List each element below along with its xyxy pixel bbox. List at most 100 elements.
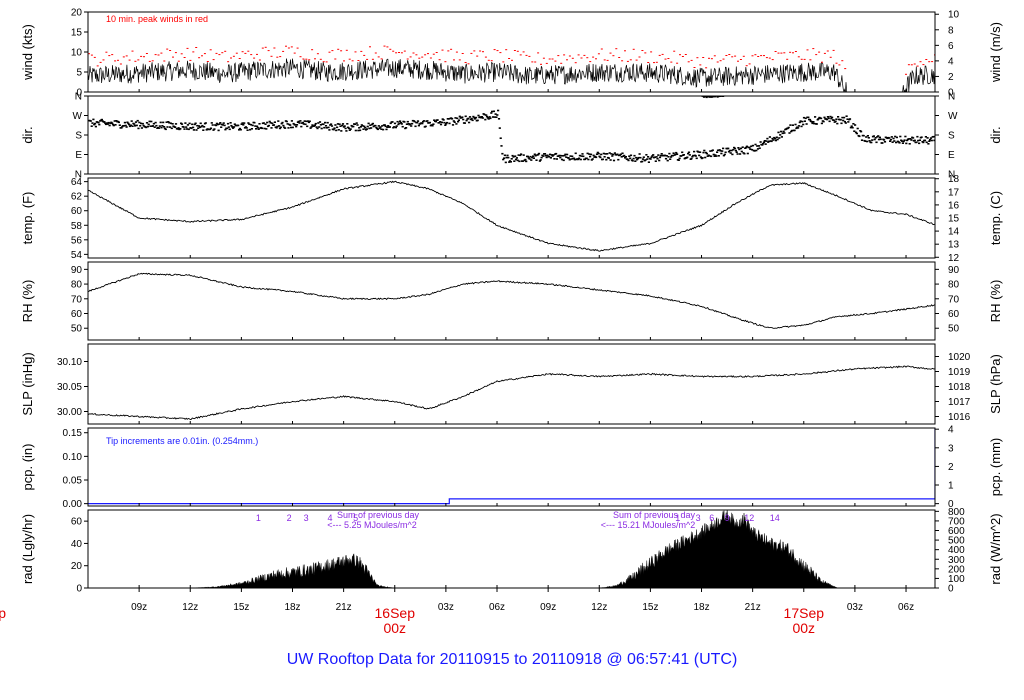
direction-dot bbox=[231, 126, 234, 128]
direction-dot bbox=[218, 123, 221, 125]
right-tick-label: 400 bbox=[948, 545, 965, 556]
peak-mark bbox=[108, 55, 111, 57]
peak-mark bbox=[157, 54, 160, 56]
direction-dot bbox=[169, 122, 172, 125]
direction-dot bbox=[825, 118, 829, 121]
direction-dot bbox=[797, 127, 800, 129]
direction-dot bbox=[504, 161, 507, 164]
direction-dot bbox=[901, 142, 904, 144]
x-tick-label: 09z bbox=[540, 602, 556, 613]
direction-dot bbox=[237, 124, 240, 127]
right-tick-label: 4 bbox=[948, 56, 954, 67]
peak-mark bbox=[337, 48, 340, 50]
direction-dot bbox=[714, 154, 717, 156]
direction-dot bbox=[397, 123, 400, 126]
peak-mark bbox=[238, 58, 241, 59]
peak-mark bbox=[705, 67, 708, 69]
panel-frame-pcp bbox=[87, 427, 936, 507]
day-label-date: 16Sep bbox=[375, 605, 416, 621]
direction-dot bbox=[791, 129, 794, 132]
direction-dot bbox=[363, 125, 366, 128]
direction-dot bbox=[491, 110, 494, 113]
direction-dot bbox=[349, 128, 352, 130]
direction-dot bbox=[461, 116, 464, 118]
right-tick-label: N bbox=[948, 92, 955, 103]
direction-dot bbox=[652, 154, 655, 156]
peak-mark bbox=[383, 45, 386, 47]
peak-mark bbox=[560, 62, 563, 64]
direction-dot bbox=[347, 127, 351, 130]
direction-dot bbox=[688, 154, 691, 156]
peak-mark bbox=[435, 52, 438, 53]
direction-dot bbox=[269, 122, 272, 124]
direction-dot bbox=[710, 155, 713, 158]
direction-dot bbox=[711, 96, 714, 98]
direction-dot bbox=[138, 121, 141, 124]
direction-dot bbox=[611, 155, 614, 157]
direction-dot bbox=[503, 157, 506, 159]
peak-mark bbox=[760, 55, 763, 57]
direction-dot bbox=[737, 147, 740, 149]
direction-dot bbox=[455, 123, 458, 125]
direction-dot bbox=[717, 96, 721, 98]
direction-dot bbox=[474, 118, 477, 120]
peak-mark bbox=[505, 49, 508, 51]
direction-dot bbox=[290, 126, 293, 129]
direction-dot bbox=[485, 115, 489, 118]
right-tick-label: 0 bbox=[948, 88, 954, 99]
direction-dot bbox=[889, 138, 892, 141]
peak-mark bbox=[708, 57, 710, 59]
peak-mark bbox=[424, 54, 427, 56]
rad-hour-marker: 3 bbox=[304, 513, 309, 523]
direction-dot bbox=[421, 122, 424, 125]
direction-dot bbox=[847, 121, 850, 123]
rad-hour-marker: 5 bbox=[353, 513, 358, 523]
peak-mark bbox=[635, 59, 638, 61]
direction-dot bbox=[303, 120, 306, 122]
direction-dot bbox=[705, 152, 708, 155]
direction-dot bbox=[816, 118, 819, 121]
direction-dot bbox=[445, 123, 448, 125]
left-tick-label: S bbox=[75, 131, 82, 142]
direction-dot bbox=[93, 123, 96, 126]
peak-mark bbox=[809, 59, 812, 61]
peak-mark bbox=[319, 58, 322, 60]
direction-dot bbox=[833, 121, 836, 123]
direction-dot bbox=[647, 156, 650, 158]
direction-dot bbox=[153, 126, 156, 128]
direction-dot bbox=[759, 141, 762, 143]
sea-level-pressure-line bbox=[88, 365, 935, 420]
direction-dot bbox=[215, 122, 218, 125]
direction-dot bbox=[503, 154, 506, 157]
peak-mark bbox=[629, 59, 632, 61]
direction-dot bbox=[628, 155, 631, 157]
right-axis-slp: 1016 1017 1018 1019 1020 bbox=[935, 352, 971, 423]
right-axis-label-rh: RH (%) bbox=[988, 280, 1003, 323]
right-axis-label-pcp: pcp. (mm) bbox=[988, 438, 1003, 497]
direction-dot bbox=[386, 126, 389, 128]
direction-dot bbox=[637, 156, 640, 159]
right-tick-label: 1020 bbox=[948, 352, 971, 363]
direction-dot bbox=[874, 137, 877, 139]
left-axis-label-rh: RH (%) bbox=[20, 280, 35, 323]
peak-mark bbox=[128, 59, 131, 61]
direction-dot bbox=[851, 126, 854, 129]
direction-dot bbox=[635, 156, 638, 159]
direction-dot bbox=[917, 139, 920, 142]
pcp-note: Tip increments are 0.01in. (0.254mm.) bbox=[106, 436, 258, 446]
direction-dot bbox=[287, 127, 290, 129]
direction-dot bbox=[197, 125, 201, 127]
direction-dot bbox=[755, 149, 758, 152]
direction-dot bbox=[592, 154, 595, 157]
direction-dot bbox=[232, 127, 235, 129]
direction-dot bbox=[512, 156, 515, 158]
right-tick-label: 12 bbox=[948, 253, 960, 264]
direction-dot bbox=[445, 121, 449, 124]
direction-dot bbox=[879, 138, 882, 141]
direction-dot bbox=[562, 159, 565, 162]
direction-dot bbox=[322, 123, 325, 126]
peak-mark bbox=[476, 55, 479, 57]
direction-dot bbox=[399, 122, 403, 124]
left-tick-label: 20 bbox=[71, 8, 83, 19]
peak-mark bbox=[534, 61, 537, 63]
